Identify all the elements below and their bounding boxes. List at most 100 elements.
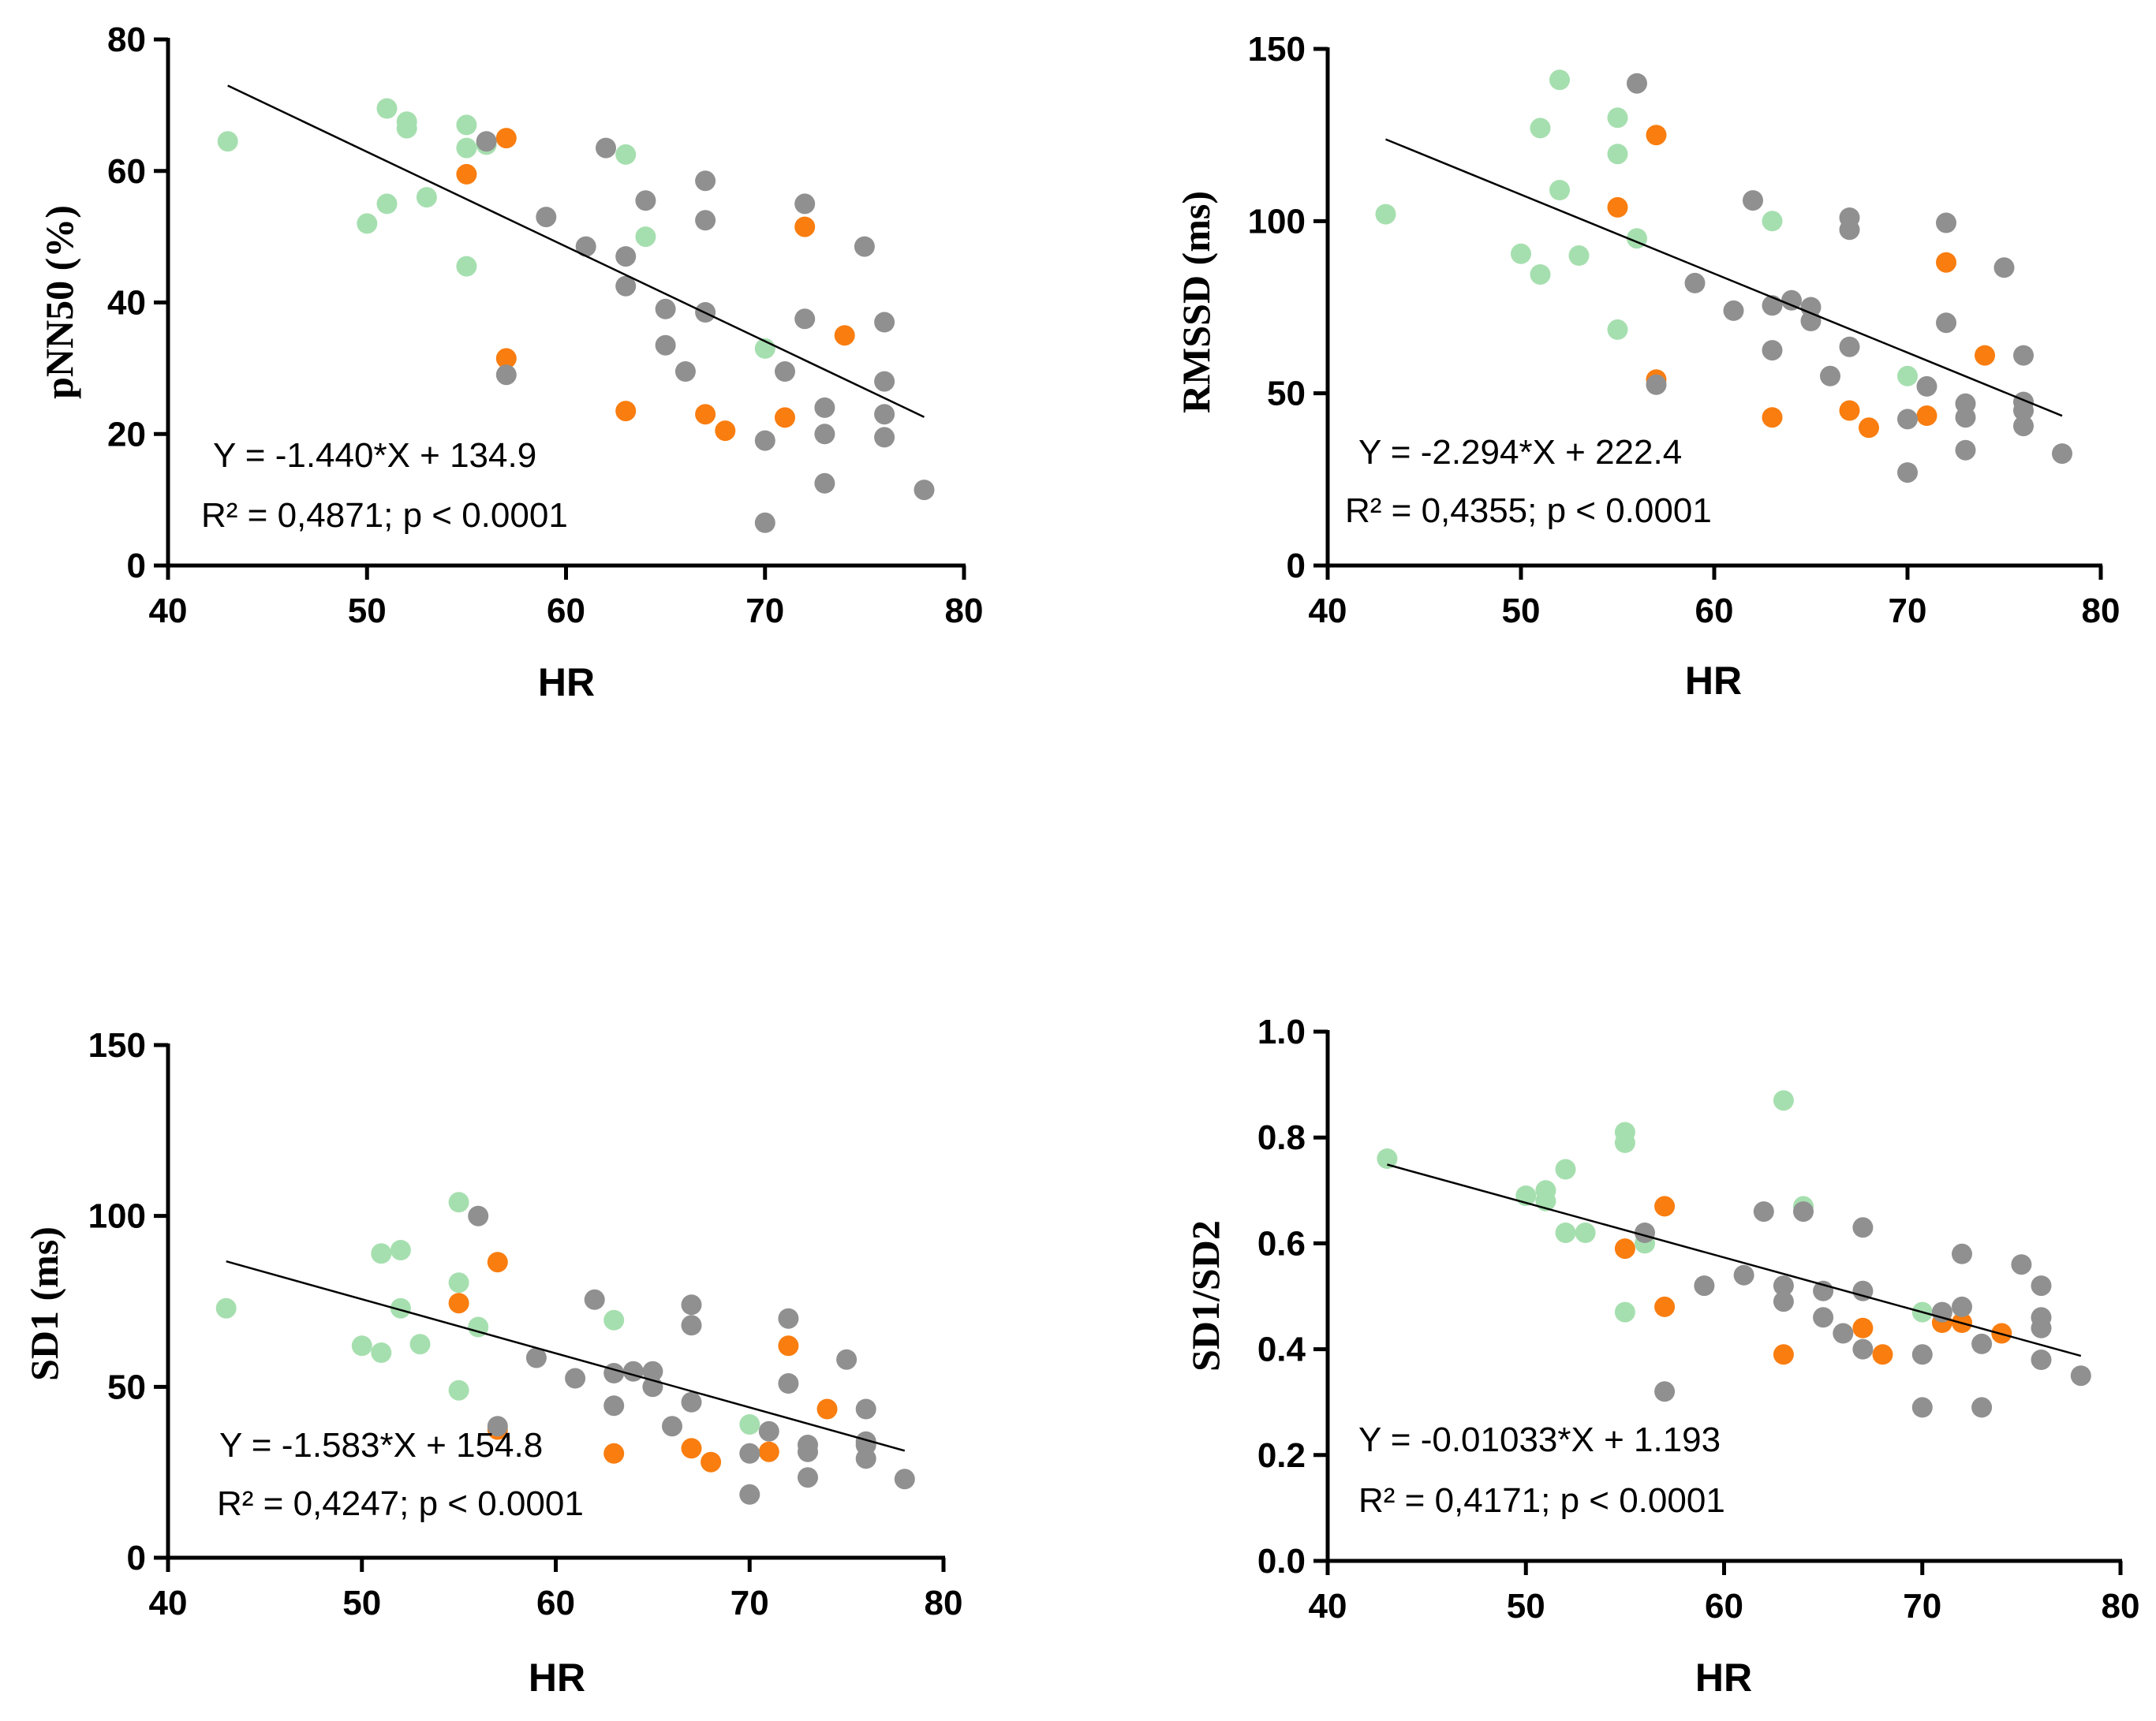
x-axis-label: HR	[538, 660, 595, 704]
y-tick-label: 1.0	[1257, 1013, 1306, 1051]
panel-sd1-sd2: 40 50 60 70 80 0.0 0.2 0.4 0.6 0.8 1.0 HR SD1/SD2 Y =…	[1183, 1013, 2139, 1700]
point-gray-17	[794, 193, 816, 215]
point-green-8	[1614, 1132, 1635, 1153]
point-orange-6	[775, 407, 795, 428]
point-green-11	[1773, 1090, 1794, 1111]
point-green-6	[409, 1334, 431, 1355]
x-axis-label: HR	[529, 1656, 585, 1700]
x-tick-label: 40	[1309, 1587, 1347, 1626]
point-gray-24	[874, 371, 895, 392]
point-gray-22	[836, 1349, 858, 1370]
point-gray-26	[2070, 1365, 2091, 1387]
x-tick-label: 70	[1889, 592, 1927, 630]
y-tick-label: 0.6	[1257, 1224, 1306, 1263]
point-gray-17	[778, 1308, 799, 1329]
point-gray-5	[615, 246, 637, 267]
point-green-1	[357, 213, 378, 234]
y-tick-label: 0.8	[1257, 1118, 1306, 1157]
point-gray-10	[674, 361, 696, 382]
point-gray-21	[1955, 439, 1976, 461]
point-orange-0	[448, 1293, 469, 1314]
x-tick-label: 60	[1705, 1587, 1743, 1626]
point-orange-3	[1762, 407, 1783, 428]
point-green-8	[448, 1272, 469, 1294]
point-gray-18	[1952, 1296, 1972, 1317]
regression-stats: R² = 0,4355; p < 0.0001	[1345, 491, 1712, 530]
x-tick-label: 50	[348, 592, 387, 630]
point-green-9	[1607, 319, 1628, 340]
y-tick-label: 0	[127, 1539, 146, 1577]
regression-line	[226, 1260, 906, 1452]
x-tick-label: 40	[149, 1584, 188, 1622]
x-tick-label: 80	[945, 592, 984, 630]
point-gray-21	[798, 1467, 818, 1488]
point-gray-15	[1897, 462, 1918, 483]
point-gray-17	[1936, 212, 1956, 233]
point-orange-7	[778, 1335, 799, 1357]
regression-equation: Y = -0.01033*X + 1.193	[1358, 1420, 1721, 1459]
point-green-6	[1575, 1223, 1596, 1243]
point-gray-23	[874, 312, 895, 333]
point-gray-13	[1839, 336, 1860, 357]
x-tick-label: 40	[149, 592, 188, 630]
x-tick-label: 60	[536, 1584, 575, 1622]
point-gray-16	[1931, 1301, 1952, 1323]
point-gray-16	[775, 361, 795, 382]
point-gray-8	[655, 298, 676, 319]
point-green-4	[390, 1240, 411, 1260]
point-gray-25	[2031, 1350, 2052, 1370]
point-gray-27	[2052, 443, 2072, 465]
x-tick-label: 80	[2102, 1587, 2140, 1626]
point-gray-2	[536, 207, 557, 228]
point-green-9	[456, 256, 477, 277]
point-gray-21	[2011, 1254, 2032, 1275]
point-gray-12	[1852, 1280, 1874, 1301]
point-gray-3	[1723, 300, 1744, 321]
point-green-5	[1555, 1223, 1576, 1243]
point-gray-6	[1773, 1291, 1794, 1312]
point-gray-15	[1911, 1397, 1933, 1418]
point-green-11	[615, 144, 637, 165]
point-gray-11	[681, 1294, 702, 1316]
y-tick-label: 0	[1287, 547, 1306, 585]
panel-pnn50: 40 50 60 70 80 0 20 40 60 80 HR pNN50 (%) Y = -1.440…	[37, 21, 983, 704]
point-orange-6	[758, 1441, 779, 1462]
point-green-8	[1607, 144, 1628, 165]
point-gray-14	[739, 1443, 760, 1464]
x-tick-label: 50	[1502, 592, 1541, 630]
point-gray-15	[739, 1484, 760, 1505]
point-gray-4	[584, 1289, 605, 1310]
point-orange-5	[715, 420, 736, 442]
point-gray-19	[1971, 1333, 1993, 1354]
point-green-5	[1549, 180, 1570, 200]
y-tick-label: 40	[107, 284, 146, 323]
point-green-0	[1377, 1148, 1398, 1169]
point-orange-0	[1614, 1238, 1635, 1260]
point-orange-1	[487, 1252, 508, 1273]
x-axis-label: HR	[1685, 659, 1742, 703]
point-gray-9	[1813, 1307, 1834, 1328]
point-orange-3	[1773, 1344, 1794, 1365]
point-gray-19	[814, 397, 835, 418]
point-orange-7	[794, 216, 816, 237]
y-tick-label: 0.4	[1257, 1331, 1306, 1369]
point-orange-0	[1607, 196, 1628, 218]
point-green-8	[456, 137, 477, 159]
point-gray-0	[476, 131, 497, 152]
point-gray-26	[2013, 416, 2034, 437]
point-orange-4	[681, 1438, 702, 1459]
point-green-11	[1762, 211, 1783, 232]
point-gray-3	[1733, 1264, 1754, 1286]
point-gray-6	[1762, 340, 1783, 361]
point-gray-7	[622, 1361, 644, 1382]
point-gray-22	[854, 236, 875, 257]
point-orange-4	[695, 404, 716, 425]
point-gray-0	[468, 1205, 489, 1226]
x-tick-label: 70	[730, 1584, 769, 1622]
x-tick-label: 70	[745, 592, 784, 630]
point-gray-15	[754, 512, 775, 533]
point-green-6	[1568, 245, 1590, 266]
y-tick-label: 80	[107, 21, 146, 59]
point-orange-1	[1646, 125, 1667, 146]
